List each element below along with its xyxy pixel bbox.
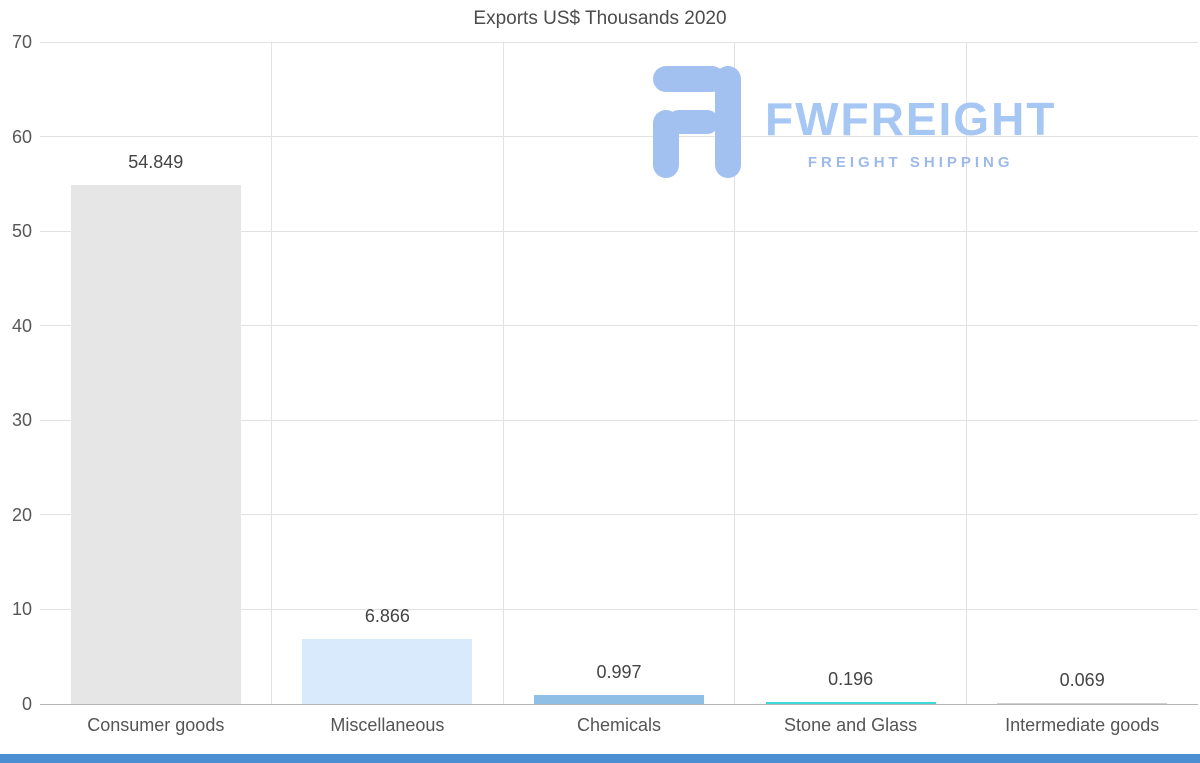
x-gridline-4 (965, 42, 967, 704)
x-gridline-3 (734, 42, 736, 704)
y-axis-tick-label-50: 50 (11, 221, 32, 242)
bar-value-label-consumer-goods: 54.849 (128, 152, 184, 173)
watermark-tagline-text: FREIGHT SHIPPING (807, 154, 1014, 171)
y-axis-tick-label-10: 10 (11, 599, 32, 620)
y-gridline-50 (40, 230, 1198, 232)
bar-stone-and-glass[interactable] (765, 702, 936, 704)
y-axis-tick-label-0: 0 (21, 694, 32, 714)
bottom-blue-strip (0, 754, 1200, 763)
x-axis-label-stone-and-glass: Stone and Glass (784, 715, 918, 735)
y-gridline-0 (40, 703, 1198, 705)
watermark-text: FWFREIGHT FREIGHT SHIPPING (765, 96, 1056, 171)
y-axis-tick-label-30: 30 (11, 410, 32, 431)
y-gridline-20 (40, 514, 1198, 516)
bar-consumer-goods[interactable] (70, 185, 241, 704)
plot-area: 54.849 6.866 0.997 0.196 0.069 (40, 41, 1198, 705)
y-gridline-10 (40, 608, 1198, 610)
watermark-brand-text: FWFREIGHT (765, 93, 1057, 145)
bar-intermediate-goods[interactable] (997, 703, 1168, 704)
x-axis-label-consumer-goods: Consumer goods (87, 715, 225, 735)
y-gridline-70 (40, 41, 1198, 43)
x-axis-label-miscellaneous: Miscellaneous (330, 715, 445, 735)
x-gridline-1 (271, 42, 273, 704)
bar-chemicals[interactable] (534, 694, 704, 704)
bar-value-label-intermediate-goods: 0.069 (1059, 670, 1105, 691)
y-gridline-40 (40, 325, 1198, 327)
y-axis-tick-label-20: 20 (11, 504, 32, 525)
watermark: FWFREIGHT FREIGHT SHIPPING (645, 64, 1056, 182)
y-axis-tick-label-70: 70 (11, 32, 32, 52)
bar-value-label-chemicals: 0.997 (596, 661, 642, 682)
y-gridline-30 (40, 419, 1198, 421)
chart-title: Exports US$ Thousands 2020 (473, 8, 727, 29)
bar-value-label-stone-and-glass: 0.196 (828, 669, 874, 690)
y-axis-tick-label-40: 40 (11, 315, 32, 336)
y-gridline-60 (40, 136, 1198, 138)
x-axis-label-intermediate-goods: Intermediate goods (1005, 715, 1160, 735)
bar-miscellaneous[interactable] (302, 639, 473, 704)
x-axis-label-chemicals: Chemicals (576, 715, 662, 735)
x-gridline-2 (502, 42, 504, 704)
fwfreight-logo-icon (653, 66, 741, 178)
y-axis-tick-label-60: 60 (11, 126, 32, 147)
bar-value-label-miscellaneous: 6.866 (364, 606, 410, 627)
